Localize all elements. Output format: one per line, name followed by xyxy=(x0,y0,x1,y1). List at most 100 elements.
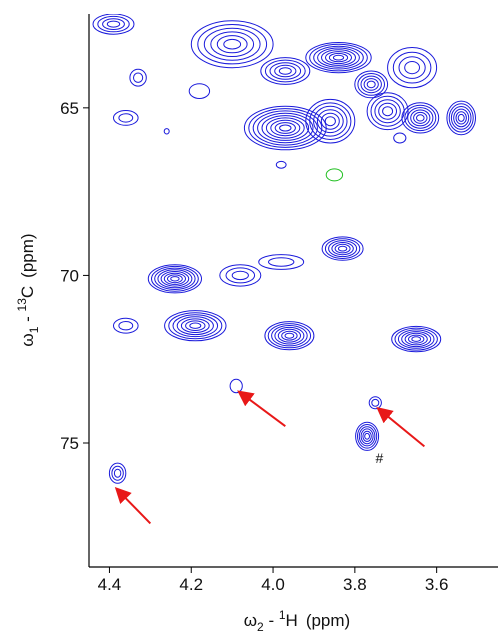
contour-level xyxy=(450,106,472,130)
peak-14 xyxy=(401,102,440,134)
contour-level xyxy=(163,272,186,285)
x-tick-label: 4.2 xyxy=(179,575,203,594)
contour-level xyxy=(172,314,219,338)
peak-21 xyxy=(219,264,262,287)
contour-level xyxy=(189,322,202,329)
peak-11 xyxy=(366,92,409,131)
peak-7 xyxy=(260,57,311,85)
contour-level xyxy=(190,20,274,69)
contour-level xyxy=(102,18,125,31)
contour-level xyxy=(366,92,409,131)
peak-10 xyxy=(387,47,438,89)
contour-level xyxy=(305,42,372,74)
contour-level xyxy=(97,15,130,33)
contour-level xyxy=(398,56,426,79)
contour-level xyxy=(170,276,180,282)
contour-level xyxy=(416,114,425,122)
y-tick-label: 65 xyxy=(60,99,79,118)
contour-level xyxy=(408,334,425,344)
contour-level xyxy=(360,75,382,94)
x-tick-label: 4.4 xyxy=(98,575,122,594)
contour-level xyxy=(164,310,227,342)
peak-20 xyxy=(147,264,202,294)
contour-level xyxy=(106,20,121,28)
contour-level xyxy=(163,128,170,135)
contour-level xyxy=(167,274,183,284)
peak-6 xyxy=(190,20,274,69)
contour-level xyxy=(404,104,437,132)
contour-level xyxy=(281,330,298,341)
contour-level xyxy=(188,83,211,99)
contour-level xyxy=(355,421,380,451)
contour-level xyxy=(260,57,311,85)
peak-29 xyxy=(355,421,380,451)
contour-level xyxy=(257,112,314,144)
contour-level xyxy=(320,112,340,130)
contour-level xyxy=(180,318,210,334)
contour-level xyxy=(324,238,361,260)
peak-28 xyxy=(368,396,382,410)
contour-level xyxy=(360,428,374,445)
contour-level xyxy=(270,119,301,137)
contour-level xyxy=(309,43,368,72)
contour-level xyxy=(265,117,305,139)
contour-level xyxy=(378,102,398,120)
annotation-arrows xyxy=(114,390,426,525)
contour-level xyxy=(313,105,348,137)
contour-level xyxy=(261,115,310,141)
contour-level xyxy=(325,51,352,65)
contour-level xyxy=(317,47,360,68)
contour-level xyxy=(129,68,147,87)
contour-level xyxy=(108,462,127,484)
contour-level xyxy=(404,332,428,346)
contour-level xyxy=(357,73,386,96)
contour-level xyxy=(160,271,190,287)
contour-level xyxy=(305,98,356,144)
contour-level xyxy=(382,106,394,117)
contour-level xyxy=(248,108,323,148)
y-axis-ticks: 65 70 75 xyxy=(60,99,89,453)
peak-13 xyxy=(305,98,356,144)
contour-level xyxy=(324,116,336,127)
contour-level xyxy=(113,110,139,126)
red-arrow-3 xyxy=(376,406,426,448)
contour-level xyxy=(147,264,202,294)
contour-level xyxy=(118,113,134,123)
contour-level xyxy=(371,398,380,407)
peak-8 xyxy=(305,42,372,74)
contour-level xyxy=(457,113,465,122)
contour-level xyxy=(309,102,352,140)
peak-17 xyxy=(275,160,287,169)
contour-level xyxy=(151,265,199,292)
contour-level xyxy=(357,424,378,449)
contour-level xyxy=(279,124,292,132)
y-tick-label: 75 xyxy=(60,434,79,453)
contour-level xyxy=(203,27,261,61)
contour-level xyxy=(278,67,292,75)
contour-level xyxy=(118,321,134,331)
contour-level xyxy=(387,47,438,89)
x-tick-label: 4.0 xyxy=(261,575,285,594)
contour-level xyxy=(197,24,268,65)
contour-level xyxy=(229,378,243,394)
contour-level xyxy=(354,70,389,99)
contour-level xyxy=(325,168,344,182)
contour-level xyxy=(392,51,432,84)
contour-level xyxy=(413,111,428,124)
annotations: # xyxy=(375,450,383,466)
peak-1 xyxy=(92,14,135,35)
contour-level xyxy=(133,72,144,83)
contour-level xyxy=(275,160,287,169)
contour-level xyxy=(364,432,371,440)
contour-level xyxy=(157,269,193,289)
contour-level xyxy=(252,110,318,146)
peak-24 xyxy=(164,310,227,342)
contour-level xyxy=(401,102,440,134)
contour-level xyxy=(397,329,435,349)
peak-annotation: # xyxy=(375,450,383,466)
peak-19 xyxy=(321,236,364,261)
contour-level xyxy=(410,109,431,127)
contour-level xyxy=(401,331,432,348)
peak-16 xyxy=(393,132,407,144)
